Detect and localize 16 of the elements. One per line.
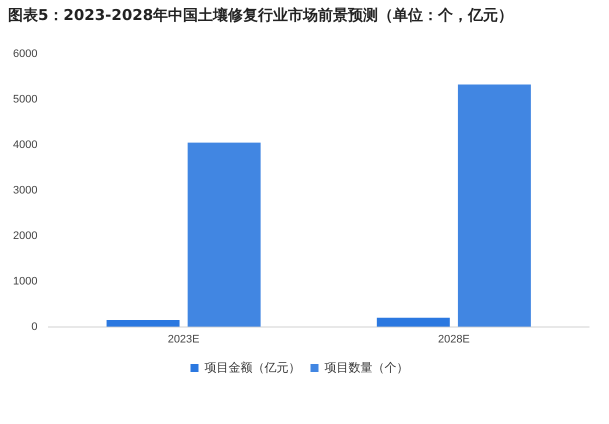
legend-label: 项目金额（亿元） [204,360,300,374]
bar [106,320,180,327]
y-tick-label: 4000 [12,138,38,151]
y-tick-label: 2000 [12,230,38,242]
legend-label: 项目数量（个） [324,360,408,374]
y-tick-label: 3000 [12,184,38,196]
chart-title: 图表5：2023-2028年中国土壤修复行业市场前景预测（单位：个，亿元） [8,6,514,25]
bar [458,84,531,327]
bar [376,318,450,327]
y-tick-label: 0 [31,320,38,333]
y-tick-label: 6000 [12,48,38,60]
bar [188,142,261,327]
x-tick-label: 2028E [438,333,470,346]
y-tick-label: 5000 [12,94,38,106]
x-tick-label: 2023E [168,333,200,346]
y-tick-label: 1000 [12,275,38,288]
